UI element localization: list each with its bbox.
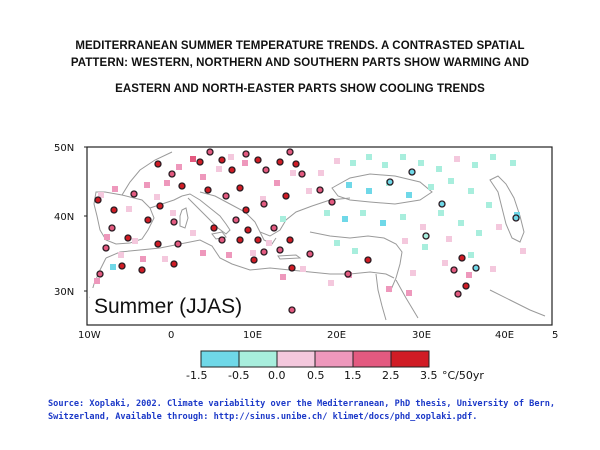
lon-label-20e: 20E xyxy=(327,330,346,340)
colorbar-swatch-2 xyxy=(238,350,278,368)
colorbar-swatch-5 xyxy=(352,350,392,368)
colorbar-unit: °C/50yr xyxy=(442,369,484,382)
colorbar-labels: -1.5 -0.5 0.0 0.5 1.5 2.5 3.5 °C/50yr xyxy=(186,369,506,385)
trend-map: 50N 40N 30N 10W 0 10E 20E 30E 40E 5 Summ… xyxy=(54,143,558,340)
lon-label-10e: 10E xyxy=(243,330,262,340)
colorbar-tick: 0.0 xyxy=(268,369,286,382)
title-line-1: MEDITERRANEAN SUMMER TEMPERATURE TRENDS.… xyxy=(75,40,525,52)
panel-label: Summer (JJAS) xyxy=(94,295,242,318)
source-line-1: Source: Xoplaki, 2002. Climate variabili… xyxy=(48,399,556,409)
colorbar-tick: 2.5 xyxy=(382,369,400,382)
significant-stations xyxy=(94,148,520,314)
source-citation: Source: Xoplaki, 2002. Climate variabili… xyxy=(48,398,568,424)
colorbar-tick: 3.5 xyxy=(420,369,438,382)
colorbar-tick: 0.5 xyxy=(307,369,325,382)
colorbar-tick: -0.5 xyxy=(228,369,250,382)
lon-label-edge: 5 xyxy=(552,330,558,340)
title-line-2: PATTERN: WESTERN, NORTHERN AND SOUTHERN … xyxy=(70,57,530,69)
slide-title: MEDITERRANEAN SUMMER TEMPERATURE TRENDS.… xyxy=(20,38,580,98)
lat-label-40n: 40N xyxy=(54,212,74,223)
colorbar-tick: -1.5 xyxy=(186,369,208,382)
lat-label-50n: 50N xyxy=(54,143,74,154)
colorbar-swatch-3 xyxy=(276,350,316,368)
source-line-2: Switzerland, Available through: http://s… xyxy=(48,412,478,422)
panel-label-box xyxy=(90,288,262,322)
lon-label-0: 0 xyxy=(168,330,174,340)
lon-label-40e: 40E xyxy=(495,330,514,340)
lon-label-30e: 30E xyxy=(412,330,431,340)
colorbar-swatch-1 xyxy=(200,350,240,368)
colorbar-swatch-6 xyxy=(390,350,430,368)
colorbar-swatch-4 xyxy=(314,350,354,368)
coastlines xyxy=(89,151,546,321)
colorbar-tick: 1.5 xyxy=(344,369,362,382)
title-line-3: EASTERN AND NORTH-EASTER PARTS SHOW COOL… xyxy=(115,83,485,95)
colorbar xyxy=(200,350,430,368)
lat-label-30n: 30N xyxy=(54,287,74,298)
lon-label-10w: 10W xyxy=(78,330,101,340)
